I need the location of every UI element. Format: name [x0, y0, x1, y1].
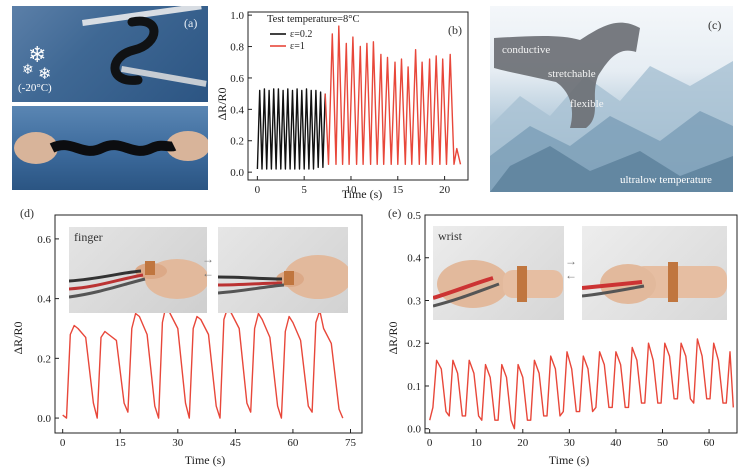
y-tick-label: 0.4 [407, 253, 421, 265]
x-tick-label: 0 [427, 437, 433, 449]
y-tick-label: 0.0 [37, 413, 51, 425]
series-line-1 [324, 25, 462, 166]
arrow-right-icon: → [565, 254, 577, 268]
word-stretchable: stretchable [548, 68, 596, 80]
chart-e-ylabel: ΔR/R0 [386, 321, 400, 354]
photo-c-ice: (c) conductive stretchable flexible ultr… [490, 6, 733, 192]
x-tick-label: 45 [230, 437, 242, 449]
y-tick-label: 0.5 [407, 210, 421, 222]
chart-d: 0 15 30 45 60 75 0.0 0.2 0.4 0.6 Time (s) ΔR/R0 f… [0, 210, 372, 469]
y-tick-label: 0.6 [37, 234, 51, 246]
wrist-straight-illustration [582, 262, 727, 304]
snowflake-icon: ❄ [22, 63, 34, 78]
x-tick-label: 15 [115, 437, 127, 449]
y-tick-label: 0.1 [407, 381, 421, 393]
legend-label-red: ε=1 [290, 41, 305, 52]
y-tick-label: 0.0 [407, 424, 421, 436]
x-tick-label: 75 [345, 437, 357, 449]
y-tick-label: 0.6 [230, 73, 244, 85]
word-ultralow-temperature: ultralow temperature [620, 174, 712, 186]
panel-c-label: (c) [708, 18, 722, 32]
hand-straight-illustration [218, 255, 348, 299]
x-tick-label: 0 [60, 437, 66, 449]
finger-label: finger [74, 230, 103, 244]
word-conductive: conductive [502, 44, 551, 56]
chart-b-ylabel: ΔR/R0 [215, 87, 229, 120]
y-tick-label: 0.4 [37, 294, 51, 306]
wrist-bent-illustration [433, 260, 563, 308]
panel-a-label: (a) [184, 16, 198, 30]
legend-label-black: ε=0.2 [290, 29, 312, 40]
panel-e-label: (e) [388, 206, 402, 220]
chart-b-svg: 0 5 10 15 20 0.0 0.2 0.4 0.6 0.8 1.0 Test temperat… [215, 10, 469, 201]
arrow-left-icon: ← [565, 268, 577, 282]
panel-d-label: (d) [20, 206, 34, 220]
x-tick-label: 5 [301, 184, 307, 196]
x-tick-label: 20 [517, 437, 529, 449]
y-tick-label: 0.2 [230, 136, 244, 148]
photo-a-top: (a) ❄ ❄ ❄ (-20°C) [12, 6, 208, 102]
chart-e-xlabel: Time (s) [549, 453, 590, 467]
chart-d-svg: 0 15 30 45 60 75 0.0 0.2 0.4 0.6 Time (s) ΔR/R0 [11, 214, 363, 467]
plot-frame [54, 214, 363, 434]
x-tick-label: 15 [392, 184, 404, 196]
temperature-label: (-20°C) [18, 82, 52, 94]
plot-frame [424, 214, 738, 434]
chart-e: 0 10 20 30 40 50 60 0.0 0.1 0.2 0.3 0.4 0.5 Time (s)… [375, 210, 743, 469]
x-tick-label: 0 [255, 184, 261, 196]
chart-b: 0 5 10 15 20 0.0 0.2 0.4 0.6 0.8 1.0 Test temperat… [212, 4, 474, 202]
photo-e-wrist-bent: wrist [433, 226, 564, 320]
x-tick-label: 10 [345, 184, 357, 196]
photo-e-wrist-straight [582, 226, 727, 320]
x-tick-label: 30 [564, 437, 576, 449]
x-tick-label: 20 [439, 184, 451, 196]
series-line-0 [62, 303, 344, 419]
tweezers-gel-illustration [82, 6, 207, 87]
x-tick-label: 30 [172, 437, 184, 449]
chart-b-title: Test temperature=8°C [267, 14, 359, 25]
panel-b-label: (b) [448, 23, 462, 37]
x-tick-label: 10 [471, 437, 483, 449]
plot-frame [247, 11, 469, 181]
x-tick-label: 50 [657, 437, 669, 449]
chart-d-ylabel: ΔR/R0 [11, 321, 25, 354]
photo-d-finger-bent: finger [69, 227, 207, 313]
x-tick-label: 60 [704, 437, 716, 449]
snowflake-icon: ❄ [38, 66, 52, 83]
arrow-left-icon: ← [202, 266, 214, 280]
y-tick-label: 0.8 [230, 42, 244, 54]
photo-a-bottom [12, 106, 208, 190]
y-tick-label: 0.4 [230, 104, 244, 116]
y-tick-label: 0.3 [407, 295, 421, 307]
y-tick-label: 0.2 [407, 338, 421, 350]
y-tick-label: 1.0 [230, 10, 244, 22]
chart-e-svg: 0 10 20 30 40 50 60 0.0 0.1 0.2 0.3 0.4 0.5 Time (s)… [386, 210, 738, 467]
x-tick-label: 40 [610, 437, 622, 449]
ice-and-gel-illustration [490, 22, 733, 192]
series-line-0 [256, 88, 326, 170]
chart-d-xlabel: Time (s) [185, 453, 226, 467]
y-tick-label: 0.0 [230, 167, 244, 179]
snowflake-icon: ❄ [28, 42, 47, 67]
twisted-gel-illustration [14, 131, 208, 164]
series-line-0 [429, 338, 734, 430]
arrow-right-icon: → [202, 252, 214, 266]
hand-bent-illustration [69, 259, 207, 299]
photo-d-finger-straight [218, 227, 348, 313]
x-tick-label: 60 [287, 437, 299, 449]
word-flexible: flexible [570, 98, 604, 110]
wrist-label: wrist [438, 229, 462, 243]
chart-b-xlabel: Time (s) [342, 187, 383, 201]
y-tick-label: 0.2 [37, 353, 51, 365]
